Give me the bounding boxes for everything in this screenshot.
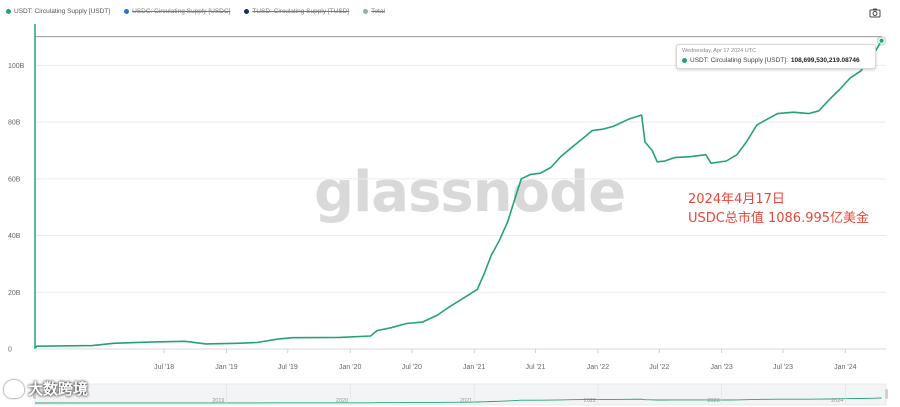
legend-dot-tusd [244, 8, 250, 14]
navigator-series [35, 397, 882, 404]
legend-item-tusd[interactable]: TUSD: Circulating Supply [TUSD] [244, 8, 349, 15]
tooltip-row: USDT: Circulating Supply [USDT]: 108,699… [682, 57, 870, 64]
navigator-year-label: 2023 [707, 398, 719, 404]
navigator-year-label: 2024 [831, 398, 843, 404]
x-tick-label: Jan '20 [339, 364, 361, 371]
x-tick-label: Jan '24 [834, 364, 856, 371]
y-tick-label: 40B [8, 233, 21, 240]
navigator-handle-left[interactable] [33, 389, 36, 399]
x-tick-label: Jan '22 [587, 364, 609, 371]
y-tick-label: 100B [8, 63, 25, 70]
navigator-year-label: 2019 [212, 398, 224, 404]
y-tick-label: 60B [8, 176, 21, 183]
brand-watermark: 大数跨境 [4, 378, 88, 399]
highlight-point [878, 37, 885, 44]
x-tick-label: Jan '21 [463, 364, 485, 371]
legend-dot-usdc [124, 8, 130, 14]
annotation-line-1: 2024年4月17日 [688, 192, 785, 207]
x-tick-label: Jul '23 [773, 364, 793, 371]
x-tick-label: Jan '23 [710, 364, 732, 371]
legend-item-usdt[interactable]: USDT: Circulating Supply [USDT] [6, 8, 110, 15]
x-tick-label: Jan '19 [215, 364, 237, 371]
brand-text: 大数跨境 [28, 380, 89, 398]
watermark: glassnode [314, 160, 626, 225]
tooltip-label: USDT: Circulating Supply [USDT]: [690, 57, 788, 64]
navigator-year-label: 2020 [336, 398, 348, 404]
y-tick-label: 80B [8, 120, 21, 127]
tooltip-value: 108,699,530,219.08746 [790, 57, 860, 64]
annotation-line-2: USDC总市值 1086.995亿美金 [688, 211, 870, 226]
legend-label-usdt: USDT: Circulating Supply [USDT] [14, 7, 111, 15]
tooltip-date: Wednesday, Apr 17 2024 UTC [682, 48, 757, 54]
legend-item-usdc[interactable]: USDC: Circulating Supply [USDC] [124, 8, 230, 15]
legend-label-tusd: TUSD: Circulating Supply [TUSD] [252, 7, 350, 15]
camera-icon[interactable] [869, 6, 881, 18]
legend-dot-total [363, 8, 369, 14]
x-tick-label: Jul '21 [526, 364, 546, 371]
x-tick-label: Jul '20 [402, 364, 422, 371]
series-line-usdt [34, 40, 883, 350]
tooltip-dot [682, 58, 687, 63]
x-tick-label: Jul '22 [649, 364, 669, 371]
y-tick-label: 0 [8, 347, 12, 354]
x-tick-label: Jul '18 [154, 364, 174, 371]
navigator-year-label: 2022 [584, 398, 596, 404]
navigator-handle-right[interactable] [885, 389, 888, 399]
legend-dot-usdt [6, 8, 11, 14]
legend-item-total[interactable]: Total [363, 8, 385, 15]
annotation: 2024年4月17日 USDC总市值 1086.995亿美金 [688, 190, 869, 228]
legend-label-usdc: USDC: Circulating Supply [USDC] [132, 7, 231, 15]
navigator-year-label: 2021 [460, 398, 472, 404]
brand-logo-icon [4, 379, 24, 398]
tooltip: Wednesday, Apr 17 2024 UTC USDT: Circula… [676, 44, 876, 69]
legend: USDT: Circulating Supply [USDT] USDC: Ci… [6, 4, 385, 18]
legend-label-total: Total [371, 7, 385, 15]
x-tick-label: Jul '19 [278, 364, 298, 371]
y-tick-label: 20B [8, 290, 21, 297]
